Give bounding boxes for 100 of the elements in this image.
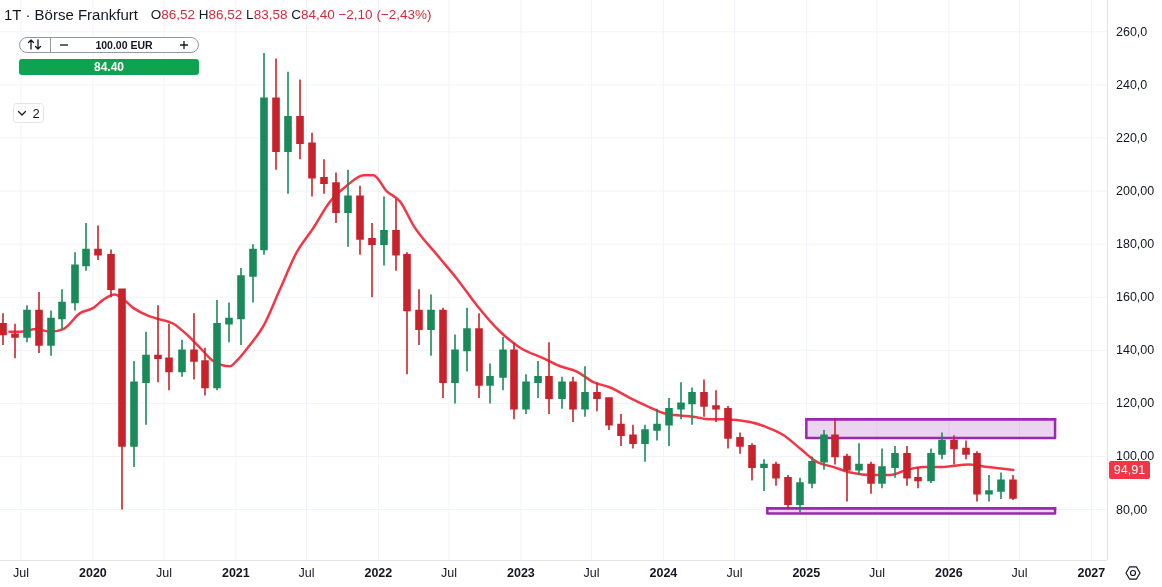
candlestick <box>760 458 768 492</box>
x-tick-label: Jul <box>13 566 30 580</box>
candlestick <box>118 288 126 511</box>
candlestick <box>392 198 400 272</box>
y-tick-label: 220,0 <box>1116 131 1148 146</box>
y-tick-label: 200,00 <box>1116 184 1155 199</box>
candlestick <box>522 373 530 415</box>
candlestick <box>927 447 935 484</box>
candlestick <box>545 341 553 415</box>
candlestick <box>950 434 958 466</box>
y-tick-label: 100,00 <box>1116 449 1155 464</box>
candlestick <box>308 131 316 198</box>
candlestick <box>82 222 90 272</box>
candlestick <box>380 195 388 267</box>
candlestick <box>237 267 245 346</box>
candlestick <box>736 431 744 455</box>
candlestick <box>94 224 102 261</box>
candlestick <box>427 293 435 357</box>
x-tick-label: 2021 <box>221 566 250 580</box>
candlestick <box>843 453 851 503</box>
candlestick <box>154 304 162 383</box>
x-tick-label: Jul <box>869 566 885 580</box>
x-tick-label: Jul <box>726 566 743 580</box>
annotation: 2 <box>32 106 40 121</box>
y-tick-label: 140,00 <box>1116 343 1155 358</box>
candlestick <box>903 445 911 487</box>
candlestick <box>451 333 459 405</box>
candlestick <box>0 312 7 346</box>
candlestick <box>403 251 411 376</box>
candlestick <box>867 461 875 495</box>
annotation: 94,91 <box>1113 463 1146 477</box>
annotation: 100.00 EUR <box>95 39 154 51</box>
candlestick <box>641 423 649 463</box>
y-tick-label: 180,00 <box>1116 237 1155 252</box>
candlestick <box>605 397 613 431</box>
candlestick <box>463 307 471 373</box>
candlestick <box>249 243 257 304</box>
x-tick-label: Jul <box>583 566 600 580</box>
candlestick <box>878 447 886 490</box>
candlestick <box>475 312 483 399</box>
x-tick-label: 2027 <box>1077 566 1106 580</box>
candlestick <box>284 70 292 195</box>
candlestick <box>23 304 31 344</box>
candlestick <box>486 362 494 405</box>
candlestick <box>439 307 447 399</box>
text: O86,52 H86,52 L83,58 C84,40 −2,10 (−2,43%) <box>150 6 432 22</box>
x-tick-label: Jul <box>1011 566 1028 580</box>
candlestick <box>260 52 268 256</box>
x-tick-label: 2025 <box>792 566 821 580</box>
candlestick <box>784 474 792 511</box>
x-tick-label: 2020 <box>79 566 107 580</box>
candlestick <box>71 251 79 312</box>
x-tick-label: Jul <box>298 566 315 580</box>
candlestick <box>820 429 828 471</box>
candlestick <box>534 360 542 399</box>
candlestick <box>35 291 43 354</box>
x-tick-label: 2022 <box>364 566 393 580</box>
candlestick <box>142 330 150 426</box>
candlestick <box>688 386 696 426</box>
candlestick <box>58 288 66 330</box>
y-tick-label: 120,00 <box>1116 396 1155 411</box>
candlestick <box>997 471 1005 500</box>
candlestick <box>891 445 899 479</box>
candlestick <box>569 376 577 423</box>
candlestick <box>855 442 863 476</box>
candlestick <box>581 365 589 418</box>
candlestick <box>700 378 708 418</box>
candlestick <box>344 169 352 248</box>
candlestick <box>772 461 780 487</box>
candlestick <box>724 405 732 450</box>
candlestick <box>831 418 839 466</box>
candlestick <box>808 455 816 490</box>
candlestick <box>201 346 209 397</box>
candlestick <box>130 360 138 468</box>
x-tick-label: Jul <box>441 566 458 580</box>
candlestick <box>712 389 720 423</box>
candlestick <box>677 381 685 421</box>
y-tick-label: 160,00 <box>1116 290 1155 305</box>
y-tick-label: 240,0 <box>1116 77 1148 92</box>
candlestick <box>332 171 340 224</box>
candlestick <box>510 341 518 421</box>
candlestick <box>985 474 993 503</box>
candlestick <box>272 57 280 171</box>
candlestick <box>914 466 922 490</box>
candlestick <box>593 381 601 413</box>
candlestick <box>796 476 804 514</box>
candlestick <box>1009 474 1017 501</box>
candlestick <box>296 78 304 161</box>
candlestick <box>320 158 328 195</box>
candlestick <box>653 407 661 442</box>
candlestick <box>629 423 637 450</box>
candlestick <box>665 397 673 447</box>
candlestick <box>47 309 55 357</box>
y-tick-label: 80,00 <box>1116 502 1148 517</box>
candlestick <box>617 413 625 447</box>
y-tick-label: 260,0 <box>1116 24 1148 39</box>
candlestick <box>368 222 376 299</box>
candlestick <box>748 442 756 482</box>
candlestick <box>499 336 507 391</box>
candlestick <box>962 439 970 460</box>
